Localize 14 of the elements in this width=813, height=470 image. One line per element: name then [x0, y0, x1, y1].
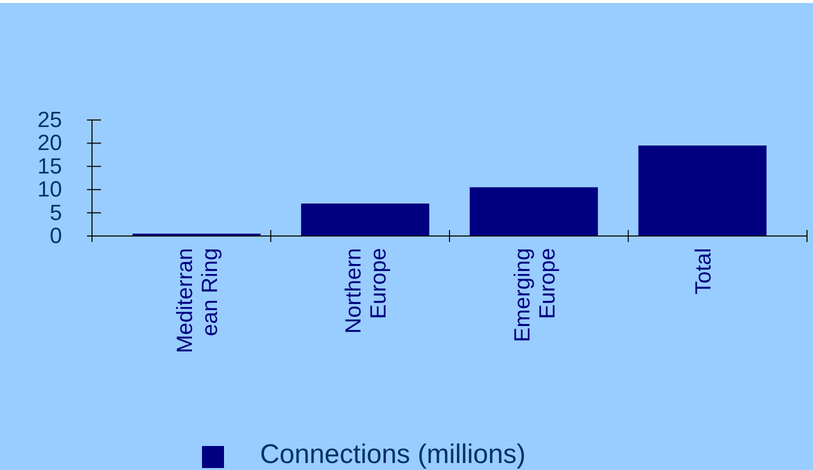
y-tick-label: 15: [38, 153, 62, 178]
bar: [301, 204, 430, 236]
y-tick-label: 5: [50, 200, 62, 225]
x-tick-label: Total: [690, 248, 716, 294]
bar: [470, 187, 598, 236]
y-tick-label: 10: [38, 176, 62, 202]
x-tick-label: Mediterranean Ring: [172, 248, 222, 354]
x-tick-label: Northern Europe: [340, 248, 391, 334]
y-tick-label: 20: [38, 130, 62, 156]
legend-label: Connections (millions): [260, 439, 526, 469]
x-tick-label: Emerging Europe: [509, 248, 560, 342]
y-tick-label: 25: [38, 107, 62, 132]
y-tick-label: 0: [50, 223, 62, 248]
bar: [638, 146, 767, 236]
